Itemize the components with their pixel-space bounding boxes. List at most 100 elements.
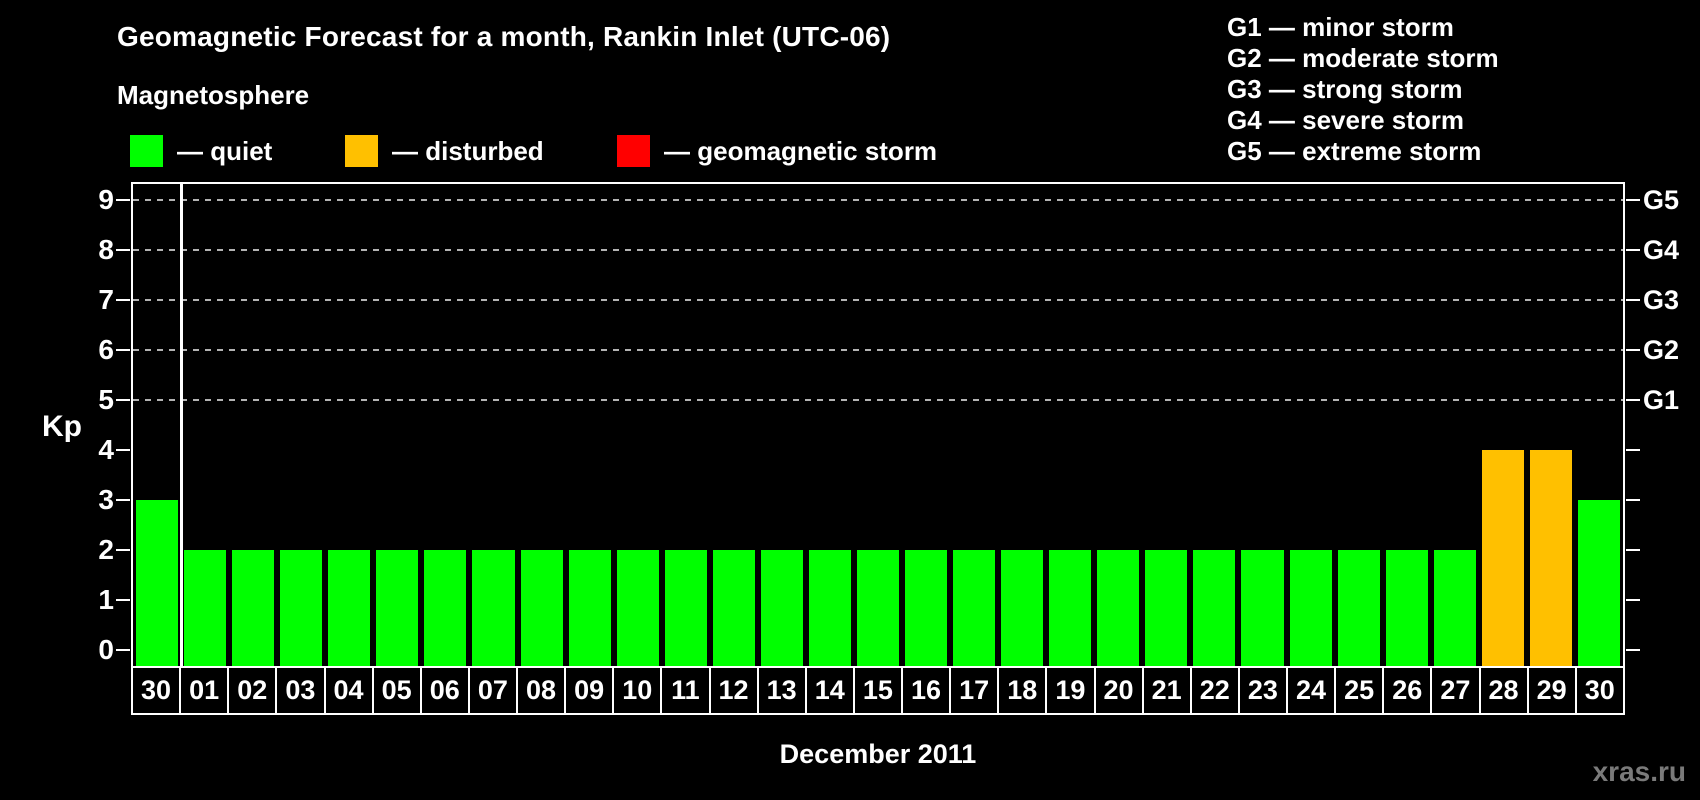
kp-bar-day-11 [664,550,707,666]
y-tick-left [116,199,130,201]
y-tick-label: 0 [98,634,114,665]
g-legend-line-g4: G4 — severe storm [1227,105,1465,135]
y-tick-right [1626,449,1640,451]
y-tick-label: 8 [98,234,114,265]
gridline-kp8 [133,249,1623,251]
day-label-cell: 14 [807,668,855,713]
y-tick-label: 5 [98,384,114,415]
legend-heading: Magnetosphere [117,80,310,110]
legend-item-label: — quiet [177,136,273,166]
watermark: xras.ru [1592,756,1686,787]
legend-item-quiet: — quiet [130,135,272,167]
kp-bar-day-26 [1385,550,1428,666]
legend-item-disturbed: — disturbed [345,135,544,167]
kp-bar-day-25 [1337,550,1380,666]
y-tick-left [116,299,130,301]
y-tick-left [116,599,130,601]
day-label-cell: 26 [1384,668,1433,713]
y-tick-label: 6 [98,334,114,365]
day-label-cell: 20 [1096,668,1144,713]
x-axis-day-row: 30 01 02 03 04 05 06 07 08 09 10 11 12 13 14 15 16 17 18 19… [131,666,1625,715]
gridline-kp5 [133,399,1623,401]
y-tick-right [1626,599,1640,601]
legend-item-label: — disturbed [392,136,544,166]
g-axis-label-g3: G3 [1643,285,1680,315]
kp-bar-day-18 [1001,550,1044,666]
quiet-color-swatch [130,135,163,167]
g-legend-line-g1: G1 — minor storm [1227,12,1454,42]
kp-bar-day-20 [1097,550,1140,666]
day-label-cell: 17 [951,668,1000,713]
y-tick-left [116,349,130,351]
kp-bar-day-02 [232,550,275,666]
g-legend-line-g2: G2 — moderate storm [1227,43,1499,73]
g-legend-line-g5: G5 — extreme storm [1227,136,1482,166]
day-label-cell: 03 [277,668,326,713]
kp-bar-day-15 [856,550,900,666]
y-tick-label: 9 [98,184,114,215]
y-tick-label: 1 [98,584,114,615]
gridline-kp6 [133,349,1623,351]
kp-bar-day-30 [136,500,179,666]
kp-bar-day-05 [376,550,419,666]
day-label-cell: 24 [1288,668,1337,713]
y-tick-left [116,449,130,451]
kp-bar-day-14 [808,550,851,666]
y-tick-label: 2 [98,534,114,565]
y-tick-label: 7 [98,284,114,315]
day-label-cell: 09 [566,668,615,713]
day-label-cell: 01 [181,668,230,713]
kp-bar-day-13 [760,550,803,666]
legend-item-storm: — geomagnetic storm [617,135,937,167]
storm-color-swatch [617,135,650,167]
y-tick-left [116,549,130,551]
kp-bar-day-23 [1241,550,1284,666]
y-tick-left [116,649,130,651]
kp-bar-day-17 [953,550,996,666]
y-tick-right [1626,299,1640,301]
legend-item-label: — geomagnetic storm [664,136,938,166]
day-label-cell: 15 [855,668,903,713]
kp-bar-day-21 [1145,550,1188,666]
y-axis-title: Kp [42,410,82,443]
y-tick-right [1626,249,1640,251]
y-tick-left [116,249,130,251]
y-tick-label: 4 [98,434,114,465]
day-label-cell: 29 [1529,668,1577,713]
g-axis-label-g1: G1 [1643,385,1680,415]
kp-bar-day-19 [1049,550,1092,666]
day-label-cell: 16 [903,668,952,713]
g-axis-label-g2: G2 [1643,335,1680,365]
day-label-cell: 23 [1240,668,1288,713]
kp-bar-day-03 [280,550,323,666]
day-label-cell: 02 [229,668,278,713]
day-label-cell: 11 [662,668,711,713]
day-label-cell: 04 [326,668,374,713]
disturbed-color-swatch [345,135,378,167]
kp-bar-day-30 [1577,500,1620,666]
kp-bar-day-22 [1193,550,1236,666]
g-scale-legend: G1 — minor storm G2 — moderate storm G3 … [1227,12,1499,167]
gridline-kp7 [133,299,1623,301]
y-tick-right [1626,499,1640,501]
kp-bar-day-04 [328,550,371,666]
day-label-cell: 18 [999,668,1048,713]
y-tick-right [1626,549,1640,551]
day-label-cell: 05 [374,668,422,713]
y-tick-left [116,399,130,401]
kp-bar-day-16 [905,550,948,666]
kp-bar-day-27 [1433,550,1476,666]
kp-bar-day-08 [520,550,563,666]
day-label-cell: 27 [1432,668,1481,713]
day-label-cell: 13 [759,668,807,713]
day-label-cell: 28 [1481,668,1529,713]
y-tick-right [1626,199,1640,201]
kp-bar-day-07 [472,550,515,666]
plot-area [131,182,1625,668]
x-axis-title: December 2011 [779,739,977,769]
gridline-kp9 [133,199,1623,201]
g-legend-line-g3: G3 — strong storm [1227,74,1463,104]
kp-bar-day-01 [184,550,227,666]
day-label-cell: 06 [422,668,470,713]
